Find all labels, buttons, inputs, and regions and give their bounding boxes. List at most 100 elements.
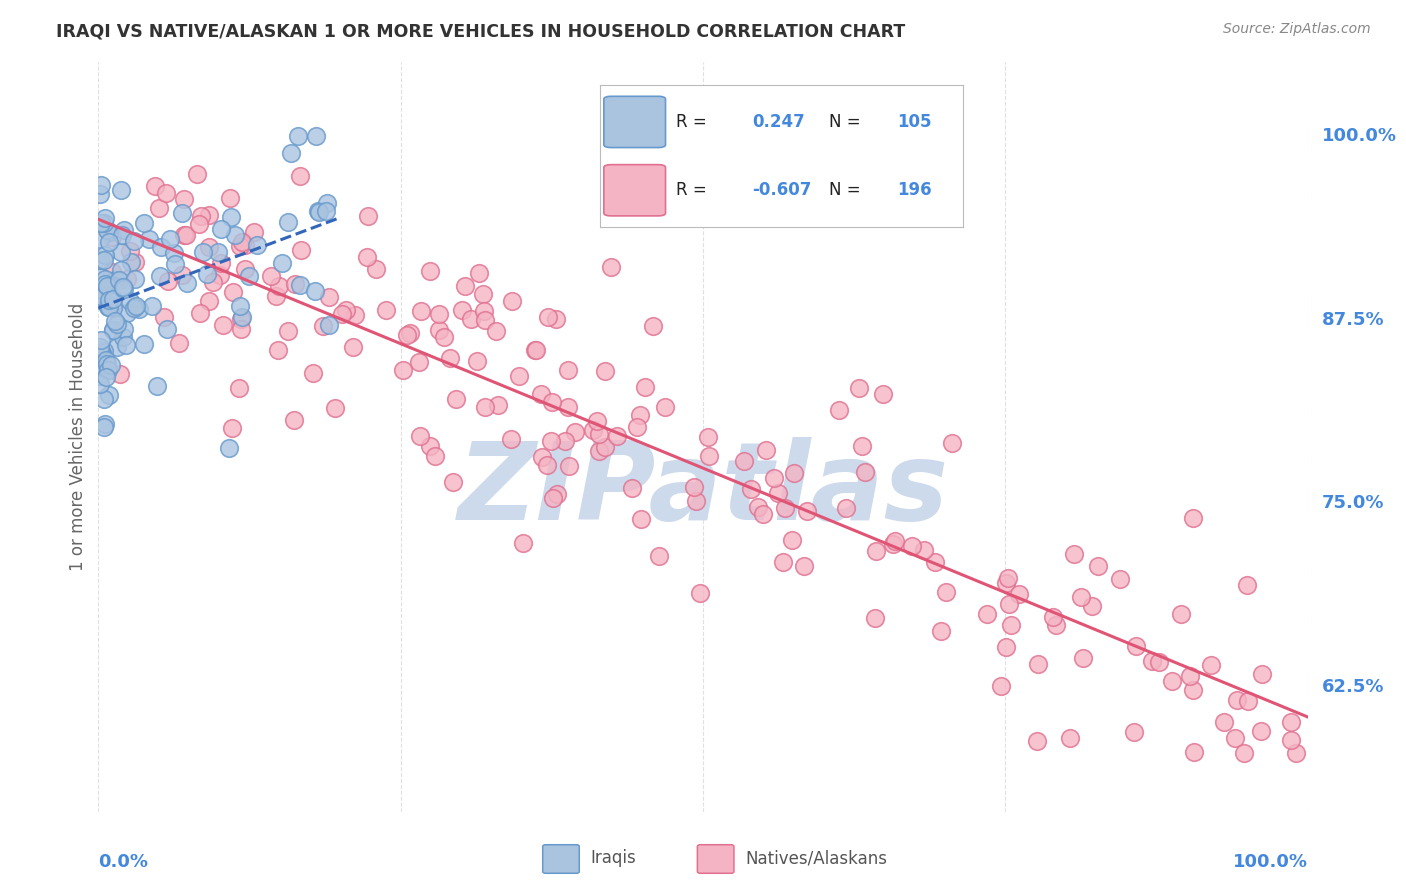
Point: [305, 128, 328, 143]
Point: [900, 539, 922, 553]
Point: [103, 293, 125, 307]
Point: [441, 475, 464, 489]
Point: [103, 313, 125, 327]
Text: 0.0%: 0.0%: [98, 853, 149, 871]
Point: [118, 293, 141, 308]
Point: [935, 585, 957, 599]
Point: [446, 392, 468, 407]
Point: [94, 417, 117, 431]
Point: [1109, 572, 1132, 586]
Point: [124, 272, 146, 286]
Point: [110, 182, 132, 196]
Point: [97, 293, 120, 307]
Point: [101, 265, 124, 279]
Point: [357, 209, 380, 223]
Point: [544, 311, 567, 326]
Point: [530, 386, 553, 401]
Point: [941, 436, 963, 450]
Point: [924, 555, 946, 569]
Point: [1212, 715, 1234, 730]
Point: [1201, 657, 1223, 672]
Point: [323, 401, 346, 415]
Point: [883, 534, 905, 549]
Point: [465, 354, 488, 368]
Point: [990, 679, 1012, 693]
Point: [621, 481, 644, 495]
Point: [366, 261, 388, 276]
Point: [246, 238, 269, 252]
Point: [163, 245, 186, 260]
Point: [90, 345, 112, 359]
Point: [501, 293, 523, 308]
Point: [998, 597, 1021, 611]
Point: [582, 423, 605, 437]
Point: [685, 493, 707, 508]
Point: [1140, 654, 1163, 668]
Point: [283, 413, 305, 427]
Point: [90, 345, 112, 359]
Point: [588, 444, 610, 458]
Point: [588, 427, 610, 442]
Point: [733, 454, 755, 468]
Point: [100, 229, 122, 244]
Point: [212, 318, 235, 333]
Point: [1026, 733, 1049, 747]
Point: [198, 239, 221, 253]
Point: [512, 536, 534, 550]
Point: [280, 145, 302, 160]
Point: [159, 231, 181, 245]
Point: [89, 281, 111, 295]
Point: [872, 386, 894, 401]
Point: [198, 208, 221, 222]
Point: [1226, 693, 1249, 707]
Point: [486, 398, 509, 412]
Point: [94, 370, 117, 384]
Point: [156, 321, 179, 335]
Point: [395, 327, 418, 342]
Point: [209, 221, 232, 235]
Point: [626, 419, 648, 434]
Point: [188, 306, 211, 320]
Point: [586, 414, 609, 428]
Point: [593, 364, 616, 378]
Point: [122, 301, 145, 316]
Y-axis label: 1 or more Vehicles in Household: 1 or more Vehicles in Household: [69, 303, 87, 571]
Point: [1281, 733, 1303, 747]
Point: [229, 239, 252, 253]
Point: [94, 272, 117, 286]
Point: [1250, 724, 1272, 739]
Point: [912, 543, 935, 558]
Point: [98, 300, 121, 314]
Point: [94, 211, 117, 225]
Point: [499, 432, 522, 446]
Point: [228, 299, 250, 313]
Point: [1250, 666, 1272, 681]
Point: [408, 429, 430, 443]
Point: [201, 275, 224, 289]
Point: [342, 340, 364, 354]
Point: [1236, 578, 1258, 592]
Point: [1071, 650, 1094, 665]
Point: [115, 272, 138, 286]
Point: [235, 238, 257, 252]
Point: [190, 210, 212, 224]
Point: [270, 255, 292, 269]
Point: [97, 300, 120, 314]
Point: [193, 245, 215, 260]
Point: [167, 336, 190, 351]
Point: [97, 388, 120, 402]
Point: [1070, 590, 1092, 604]
Point: [101, 323, 124, 337]
Point: [1000, 617, 1022, 632]
Point: [468, 266, 491, 280]
Point: [222, 285, 245, 300]
Point: [100, 358, 122, 372]
Point: [531, 450, 554, 464]
Point: [172, 206, 194, 220]
Point: [105, 340, 128, 354]
Point: [851, 439, 873, 453]
Point: [284, 277, 307, 292]
Point: [308, 205, 330, 219]
Point: [392, 363, 415, 377]
Point: [231, 312, 253, 326]
